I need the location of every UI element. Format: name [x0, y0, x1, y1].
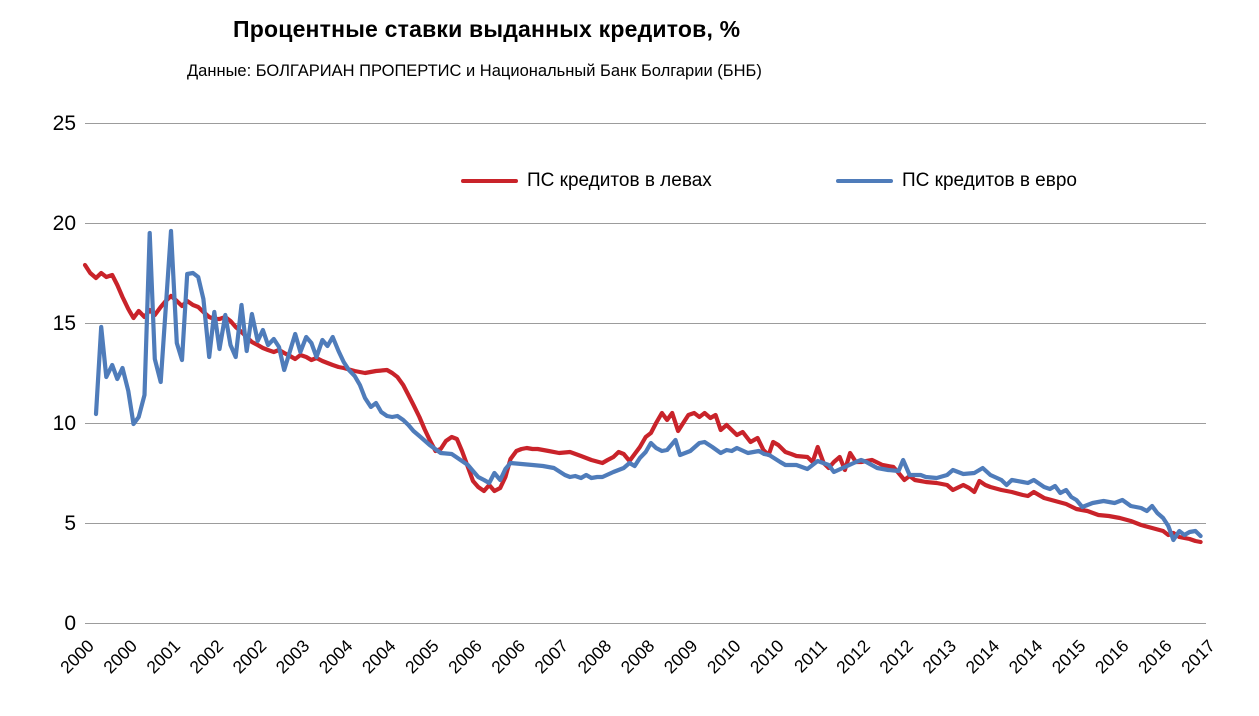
x-axis-tick-label: 2012	[875, 636, 917, 678]
x-axis-tick-label: 2013	[918, 636, 960, 678]
x-axis-tick-label: 2003	[272, 636, 314, 678]
x-axis-tick-label: 2000	[56, 636, 98, 678]
y-axis-tick-label: 15	[53, 312, 76, 335]
x-axis-tick-label: 2017	[1177, 636, 1219, 678]
y-axis-tick-label: 0	[64, 612, 76, 635]
x-axis-tick-label: 2009	[660, 636, 702, 678]
series-line-evro	[93, 228, 1203, 543]
y-axis-tick-label: 5	[64, 512, 76, 535]
y-axis-tick-label: 25	[53, 112, 76, 135]
legend-item-leva: ПС кредитов в левах	[461, 170, 712, 192]
x-axis-tick-label: 2005	[401, 636, 443, 678]
x-axis-tick-label: 2002	[185, 636, 227, 678]
legend-item-evro: ПС кредитов в евро	[836, 170, 1077, 192]
x-axis-tick-label: 2010	[703, 636, 745, 678]
chart-title: Процентные ставки выданных кредитов, %	[233, 16, 741, 42]
x-axis-tick-label: 2008	[617, 636, 659, 678]
x-axis-tick-label: 2010	[746, 636, 788, 678]
x-axis-tick-label: 2011	[790, 636, 831, 677]
x-axis-tick-label: 2014	[962, 636, 1004, 678]
x-axis-tick-label: 2014	[1005, 636, 1047, 678]
x-axis-tick-label: 2006	[487, 636, 529, 678]
x-axis-tick-label: 2015	[1048, 636, 1090, 678]
x-axis-tick-label: 2002	[229, 636, 271, 678]
x-axis-tick-label: 2004	[358, 636, 400, 678]
y-axis-tick-label: 20	[53, 212, 76, 235]
legend-label-evro: ПС кредитов в евро	[902, 170, 1077, 191]
legend-label-leva: ПС кредитов в левах	[527, 170, 712, 191]
y-axis-tick-label: 10	[53, 412, 76, 435]
x-axis-tick-label: 2001	[142, 636, 184, 678]
x-axis-tick-label: 2016	[1091, 636, 1133, 678]
x-axis-tick-label: 2000	[99, 636, 141, 678]
x-axis-tick-label: 2006	[444, 636, 486, 678]
x-axis-tick-label: 2007	[530, 636, 572, 678]
x-axis-tick-label: 2012	[832, 636, 874, 678]
x-axis-tick-label: 2016	[1134, 636, 1176, 678]
x-axis-tick-label: 2004	[315, 636, 357, 678]
legend-swatch-leva-line	[461, 179, 518, 183]
x-axis-tick-label: 2008	[574, 636, 616, 678]
series-line-leva	[82, 262, 1203, 545]
chart-subtitle: Данные: БОЛГАРИАН ПРОПЕРТИС и Национальн…	[187, 62, 762, 80]
legend-swatch-evro-line	[836, 179, 893, 183]
